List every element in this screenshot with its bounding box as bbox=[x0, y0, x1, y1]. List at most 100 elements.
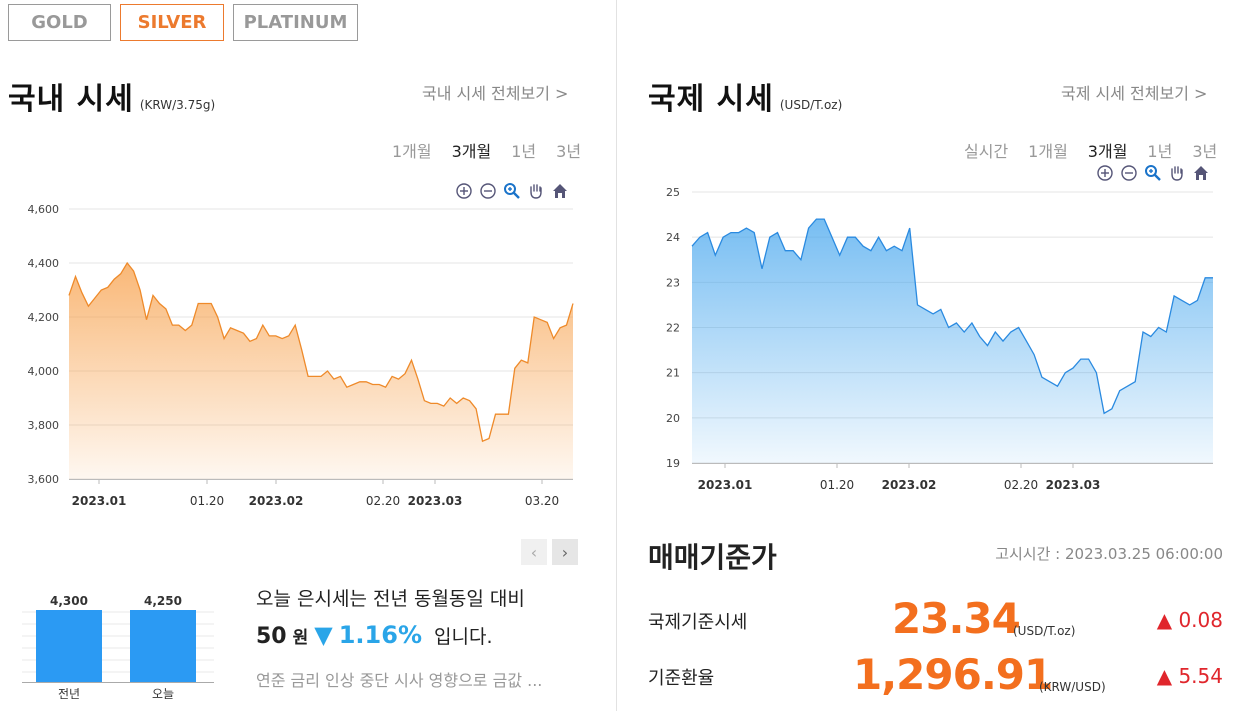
domestic-view-all-link[interactable]: 국내 시세 전체보기 > bbox=[422, 84, 569, 103]
year-compare-chart: 4,300 전년 4,250 오늘 bbox=[22, 592, 214, 701]
compare-bar-label: 전년 bbox=[58, 687, 80, 701]
change-amount: 50 bbox=[256, 624, 287, 649]
chevron-right-icon: › bbox=[561, 542, 569, 562]
compare-bar bbox=[130, 610, 196, 682]
x-tick-label: 02.20 bbox=[1004, 478, 1038, 492]
period-international-4[interactable]: 3년 bbox=[1192, 142, 1218, 161]
reference-value: 1,296.91 bbox=[853, 650, 1053, 699]
intl-title-block: 국제 시세 (USD/T.oz) bbox=[648, 74, 842, 118]
summary-line: 오늘 은시세는 전년 동월동일 대비 bbox=[256, 588, 525, 610]
intl-unit: (USD/T.oz) bbox=[779, 98, 843, 112]
zoom-out-icon[interactable] bbox=[1120, 164, 1138, 182]
intl-period-selector: 실시간 1개월 3개월 1년 3년 bbox=[964, 138, 1217, 162]
magnifier-icon[interactable] bbox=[503, 182, 521, 200]
hand-icon[interactable] bbox=[1168, 164, 1186, 182]
reference-label: 기준환율 bbox=[648, 668, 715, 689]
change-arrow-down-icon: ▼ bbox=[314, 621, 333, 649]
intl-view-all-link[interactable]: 국제 시세 전체보기 > bbox=[1061, 84, 1208, 103]
hand-icon[interactable] bbox=[527, 182, 545, 200]
chevron-left-icon: ‹ bbox=[530, 542, 538, 562]
x-tick-label: 2023.01 bbox=[698, 478, 753, 492]
change-suffix: 입니다. bbox=[434, 626, 493, 648]
x-tick-label: 2023.03 bbox=[408, 494, 463, 508]
y-tick-label: 24 bbox=[666, 231, 680, 244]
home-icon[interactable] bbox=[551, 182, 569, 200]
intl-title: 국제 시세 bbox=[648, 82, 774, 117]
zoom-in-icon[interactable] bbox=[455, 182, 473, 200]
zoom-out-icon[interactable] bbox=[479, 182, 497, 200]
year-compare-svg: 4,300 전년 4,250 오늘 bbox=[22, 594, 214, 701]
home-icon[interactable] bbox=[1192, 164, 1210, 182]
x-tick-label: 01.20 bbox=[190, 494, 224, 508]
summary-change: 50 원 ▼ 1.16% 입니다. bbox=[256, 621, 586, 649]
y-tick-label: 4,600 bbox=[28, 203, 60, 216]
y-tick-label: 23 bbox=[666, 276, 680, 289]
y-tick-label: 21 bbox=[666, 367, 680, 380]
tab-gold[interactable]: GOLD bbox=[8, 4, 111, 41]
y-tick-label: 19 bbox=[666, 457, 680, 470]
pager-next-button[interactable]: › bbox=[552, 539, 578, 565]
compare-bar-value: 4,250 bbox=[144, 594, 182, 608]
price-line bbox=[68, 261, 574, 443]
compare-bar bbox=[36, 610, 102, 682]
x-tick-label: 2023.02 bbox=[249, 494, 304, 508]
intl-chart-svg: 25 24 23 22 21 20 19 2023.01 01.20 2023.02 02.20 20… bbox=[666, 186, 1213, 492]
y-tick-label: 4,000 bbox=[28, 365, 60, 378]
column-divider bbox=[616, 0, 617, 711]
period-international-2[interactable]: 3개월 bbox=[1087, 142, 1128, 161]
period-international-3[interactable]: 1년 bbox=[1147, 142, 1173, 161]
period-international-1[interactable]: 1개월 bbox=[1028, 142, 1068, 161]
reference-time: 고시시간 : 2023.03.25 06:00:00 bbox=[995, 545, 1223, 563]
y-tick-label: 3,600 bbox=[28, 473, 60, 486]
reference-change: ▲ 5.54 bbox=[1156, 664, 1223, 688]
zoom-in-icon[interactable] bbox=[1096, 164, 1114, 182]
domestic-period-selector: 1개월 3개월 1년 3년 bbox=[392, 138, 581, 162]
news-headline-link[interactable]: 연준 금리 인상 중단 시사 영향으로 금값 ... bbox=[256, 671, 543, 690]
change-percent: 1.16% bbox=[338, 621, 422, 649]
y-tick-label: 4,400 bbox=[28, 257, 60, 270]
price-area bbox=[692, 219, 1213, 463]
domestic-title-block: 국내 시세 (KRW/3.75g) bbox=[8, 74, 215, 118]
domestic-chart-tools bbox=[455, 182, 569, 200]
domestic-unit: (KRW/3.75g) bbox=[139, 98, 216, 112]
period-domestic-3[interactable]: 3년 bbox=[556, 142, 582, 161]
intl-price-chart: 25 24 23 22 21 20 19 2023.01 01.20 2023.02 02.20 20… bbox=[655, 180, 1225, 504]
y-tick-label: 3,800 bbox=[28, 419, 60, 432]
price-line bbox=[691, 218, 1213, 415]
metal-tabs: GOLD SILVER PLATINUM bbox=[8, 4, 358, 41]
tab-platinum[interactable]: PLATINUM bbox=[233, 4, 358, 41]
compare-bar-value: 4,300 bbox=[50, 594, 88, 608]
domestic-price-chart: 4,600 4,400 4,200 4,000 3,800 3,600 2023.01 01.… bbox=[20, 198, 590, 522]
period-domestic-2[interactable]: 1년 bbox=[511, 142, 537, 161]
y-tick-label: 20 bbox=[666, 412, 680, 425]
reference-label: 국제기준시세 bbox=[648, 612, 748, 633]
tab-silver[interactable]: SILVER bbox=[120, 4, 224, 41]
y-tick-label: 4,200 bbox=[28, 311, 60, 324]
reference-title: 매매기준가 bbox=[648, 541, 777, 574]
news-pager: ‹ › bbox=[521, 539, 578, 565]
x-tick-label: 02.20 bbox=[366, 494, 400, 508]
domestic-summary: 오늘 은시세는 전년 동월동일 대비 50 원 ▼ 1.16% 입니다. 연준 … bbox=[256, 584, 586, 691]
reference-value: 23.34 bbox=[892, 594, 1021, 643]
period-domestic-1[interactable]: 3개월 bbox=[451, 142, 492, 161]
reference-change: ▲ 0.08 bbox=[1156, 608, 1223, 632]
change-currency: 원 bbox=[292, 628, 309, 648]
x-tick-label: 03.20 bbox=[525, 494, 559, 508]
y-tick-label: 22 bbox=[666, 322, 680, 335]
x-tick-label: 2023.03 bbox=[1046, 478, 1101, 492]
price-area bbox=[69, 263, 573, 479]
intl-chart-tools bbox=[1096, 164, 1210, 182]
pager-prev-button[interactable]: ‹ bbox=[521, 539, 547, 565]
reference-row-intl: 국제기준시세 23.34 (USD/T.oz) ▲ 0.08 bbox=[648, 594, 1223, 646]
x-tick-label: 2023.02 bbox=[882, 478, 937, 492]
y-tick-label: 25 bbox=[666, 186, 680, 199]
reference-row-fx: 기준환율 1,296.91 (KRW/USD) ▲ 5.54 bbox=[648, 650, 1223, 702]
reference-unit: (USD/T.oz) bbox=[1013, 624, 1076, 638]
period-domestic-0[interactable]: 1개월 bbox=[392, 142, 432, 161]
period-international-0[interactable]: 실시간 bbox=[964, 142, 1009, 161]
x-tick-label: 01.20 bbox=[820, 478, 854, 492]
reference-unit: (KRW/USD) bbox=[1039, 680, 1106, 694]
magnifier-icon[interactable] bbox=[1144, 164, 1162, 182]
domestic-title: 국내 시세 bbox=[8, 82, 134, 117]
